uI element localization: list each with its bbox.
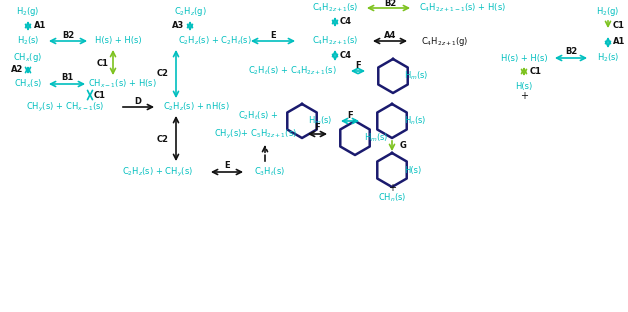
Text: F: F <box>347 110 353 119</box>
Text: B1: B1 <box>61 74 73 82</box>
Text: C$_4$H$_{2z+1}$(g): C$_4$H$_{2z+1}$(g) <box>421 35 468 47</box>
Text: H$_m$(s): H$_m$(s) <box>308 115 332 127</box>
Text: F: F <box>355 61 361 70</box>
Text: B2: B2 <box>62 31 74 40</box>
Text: H$_2$(s): H$_2$(s) <box>17 35 40 47</box>
Text: CH$_y$(s) + CH$_{x-1}$(s): CH$_y$(s) + CH$_{x-1}$(s) <box>26 100 104 114</box>
Text: A1: A1 <box>613 37 625 46</box>
Text: +: + <box>388 183 396 193</box>
Text: C$_4$H$_{2z+1}$(s): C$_4$H$_{2z+1}$(s) <box>311 35 358 47</box>
Text: F: F <box>314 124 320 133</box>
Text: A1: A1 <box>34 22 46 31</box>
Text: C4: C4 <box>340 17 352 27</box>
Text: C1: C1 <box>613 21 625 30</box>
Text: B2: B2 <box>565 47 577 56</box>
Text: C$_2$H$_z$(g): C$_2$H$_z$(g) <box>173 6 207 18</box>
Text: CH$_x$(s): CH$_x$(s) <box>14 78 42 90</box>
Text: C2: C2 <box>157 134 169 144</box>
Text: C$_2$H$_t$(s) + C$_4$H$_{2z+1}$(s): C$_2$H$_t$(s) + C$_4$H$_{2z+1}$(s) <box>247 65 336 77</box>
Text: C$_2$H$_z$(s) + CH$_y$(s): C$_2$H$_z$(s) + CH$_y$(s) <box>121 165 193 178</box>
Text: CH$_x$(g): CH$_x$(g) <box>13 51 43 64</box>
Text: H$_m$(s): H$_m$(s) <box>364 132 388 144</box>
Text: G: G <box>399 142 406 150</box>
Text: C$_2$H$_z$(s) + C$_2$H$_t$(s): C$_2$H$_z$(s) + C$_2$H$_t$(s) <box>178 35 252 47</box>
Text: H$_n$(s): H$_n$(s) <box>404 115 426 127</box>
Text: C$_2$H$_z$(s) + nH(s): C$_2$H$_z$(s) + nH(s) <box>163 101 229 113</box>
Text: C$_4$H$_{2z+1}$(s): C$_4$H$_{2z+1}$(s) <box>311 2 358 14</box>
Text: CH$_y$(s)+ C$_5$H$_{2z+1}$(s): CH$_y$(s)+ C$_5$H$_{2z+1}$(s) <box>214 127 296 140</box>
Text: H$_2$(g): H$_2$(g) <box>16 6 40 18</box>
Text: C4: C4 <box>340 51 352 61</box>
Text: H(s) + H(s): H(s) + H(s) <box>95 37 141 46</box>
Text: B2: B2 <box>384 0 396 8</box>
Text: H$_m$(s): H$_m$(s) <box>404 70 428 82</box>
Text: C$_3$H$_t$(s): C$_3$H$_t$(s) <box>254 166 286 178</box>
Text: C2: C2 <box>157 70 169 79</box>
Text: C1: C1 <box>94 90 106 100</box>
Text: H$_2$(s): H$_2$(s) <box>597 52 619 64</box>
Text: A4: A4 <box>384 31 396 40</box>
Text: A2: A2 <box>11 66 23 75</box>
Text: H$_2$(g): H$_2$(g) <box>596 6 620 18</box>
Text: C1: C1 <box>530 67 542 76</box>
Text: C$_2$H$_t$(s) +: C$_2$H$_t$(s) + <box>238 110 278 122</box>
Text: H(s): H(s) <box>404 165 421 174</box>
Text: H(s): H(s) <box>516 81 533 90</box>
Text: E: E <box>224 162 230 170</box>
Text: C$_4$H$_{2z+1-1}$(s) + H(s): C$_4$H$_{2z+1-1}$(s) + H(s) <box>418 2 506 14</box>
Text: CH$_n$(s): CH$_n$(s) <box>378 192 406 204</box>
Text: H(s) + H(s): H(s) + H(s) <box>501 53 548 62</box>
Text: E: E <box>270 31 276 40</box>
Text: +: + <box>520 91 528 101</box>
Text: CH$_{x-1}$(s) + H(s): CH$_{x-1}$(s) + H(s) <box>88 78 156 90</box>
Text: C1: C1 <box>97 59 109 67</box>
Text: A3: A3 <box>172 22 184 31</box>
Text: D: D <box>134 97 141 106</box>
